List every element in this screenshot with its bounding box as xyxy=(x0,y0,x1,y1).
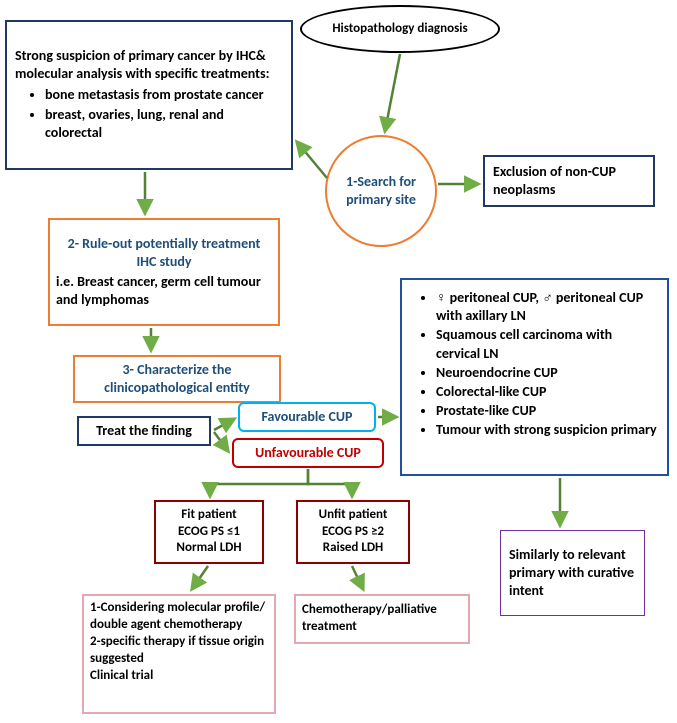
node-molecular-profile: 1-Considering molecular profile/ double … xyxy=(82,594,276,714)
label: Similarly to relevant primary with curat… xyxy=(509,546,636,601)
line: Normal LDH xyxy=(160,540,258,557)
node-characterize: 3- Characterize the clinicopathological … xyxy=(73,355,281,403)
bullet: Squamous cell carcinoma with cervical LN xyxy=(436,326,657,362)
label: Favourable CUP xyxy=(244,408,370,426)
label: 1-Search for primary site xyxy=(333,173,429,209)
node-chemo-palliative: Chemotherapy/palliative treatment xyxy=(294,594,470,644)
line: 1-Considering molecular profile/ double … xyxy=(90,600,268,634)
arrow xyxy=(214,419,234,430)
line: ECOG PS ≤1 xyxy=(160,524,258,541)
arrow xyxy=(352,566,363,589)
node-ruleout: 2- Rule-out potentially treatment IHC st… xyxy=(48,218,280,326)
bullet: Tumour with strong suspicion primary xyxy=(436,421,657,439)
arrow xyxy=(385,54,400,131)
arrow-branch xyxy=(308,469,352,496)
line: Fit patient xyxy=(160,507,258,524)
arrow xyxy=(297,142,327,178)
bullet: Prostate-like CUP xyxy=(436,402,657,420)
bullets: ♀ peritoneal CUP, ♂ peritoneal CUP with … xyxy=(408,288,657,441)
label: 3- Characterize the clinicopathological … xyxy=(81,361,273,397)
label: Chemotherapy/palliative treatment xyxy=(302,602,462,636)
line: Raised LDH xyxy=(302,540,404,557)
bullet: Neuroendocrine CUP xyxy=(436,364,657,382)
bullet: bone metastasis from prostate cancer xyxy=(45,86,283,104)
line: ECOG PS ≥2 xyxy=(302,524,404,541)
node-similarly: Similarly to relevant primary with curat… xyxy=(500,530,645,616)
label: Histopathology diagnosis xyxy=(312,21,488,38)
title-line-2: IHC study xyxy=(56,253,272,271)
arrow xyxy=(192,566,208,589)
node-favourable-list: ♀ peritoneal CUP, ♂ peritoneal CUP with … xyxy=(400,278,669,476)
bullet: Colorectal-like CUP xyxy=(436,383,657,401)
label: Unfavourable CUP xyxy=(238,444,378,462)
line: Clinical trial xyxy=(90,668,268,685)
label: Treat the finding xyxy=(83,422,205,440)
arrow-branch xyxy=(210,469,308,496)
node-fit-patient: Fit patient ECOG PS ≤1 Normal LDH xyxy=(154,500,264,564)
body-text: i.e. Breast cancer, germ cell tumour and… xyxy=(56,273,272,309)
line: 2-specific therapy if tissue origin sugg… xyxy=(90,634,268,668)
line: Unfit patient xyxy=(302,507,404,524)
title-line-1: 2- Rule-out potentially treatment xyxy=(56,235,272,253)
arrow xyxy=(214,432,228,451)
bullets: bone metastasis from prostate cancer bre… xyxy=(15,85,283,143)
bullet: ♀ peritoneal CUP, ♂ peritoneal CUP with … xyxy=(436,289,657,325)
heading: Strong suspicion of primary cancer by IH… xyxy=(15,47,283,83)
label: Exclusion of non-CUP neoplasms xyxy=(493,163,645,199)
node-exclusion: Exclusion of non-CUP neoplasms xyxy=(483,155,655,207)
node-histopathology: Histopathology diagnosis xyxy=(300,5,500,53)
node-unfavourable-cup: Unfavourable CUP xyxy=(232,438,384,468)
node-favourable-cup: Favourable CUP xyxy=(238,402,376,432)
node-strong-suspicion: Strong suspicion of primary cancer by IH… xyxy=(5,20,293,170)
bullet: breast, ovaries, lung, renal and colorec… xyxy=(45,106,283,142)
node-treat-finding: Treat the finding xyxy=(77,416,211,446)
node-unfit-patient: Unfit patient ECOG PS ≥2 Raised LDH xyxy=(296,500,410,564)
node-search-primary: 1-Search for primary site xyxy=(325,135,437,247)
